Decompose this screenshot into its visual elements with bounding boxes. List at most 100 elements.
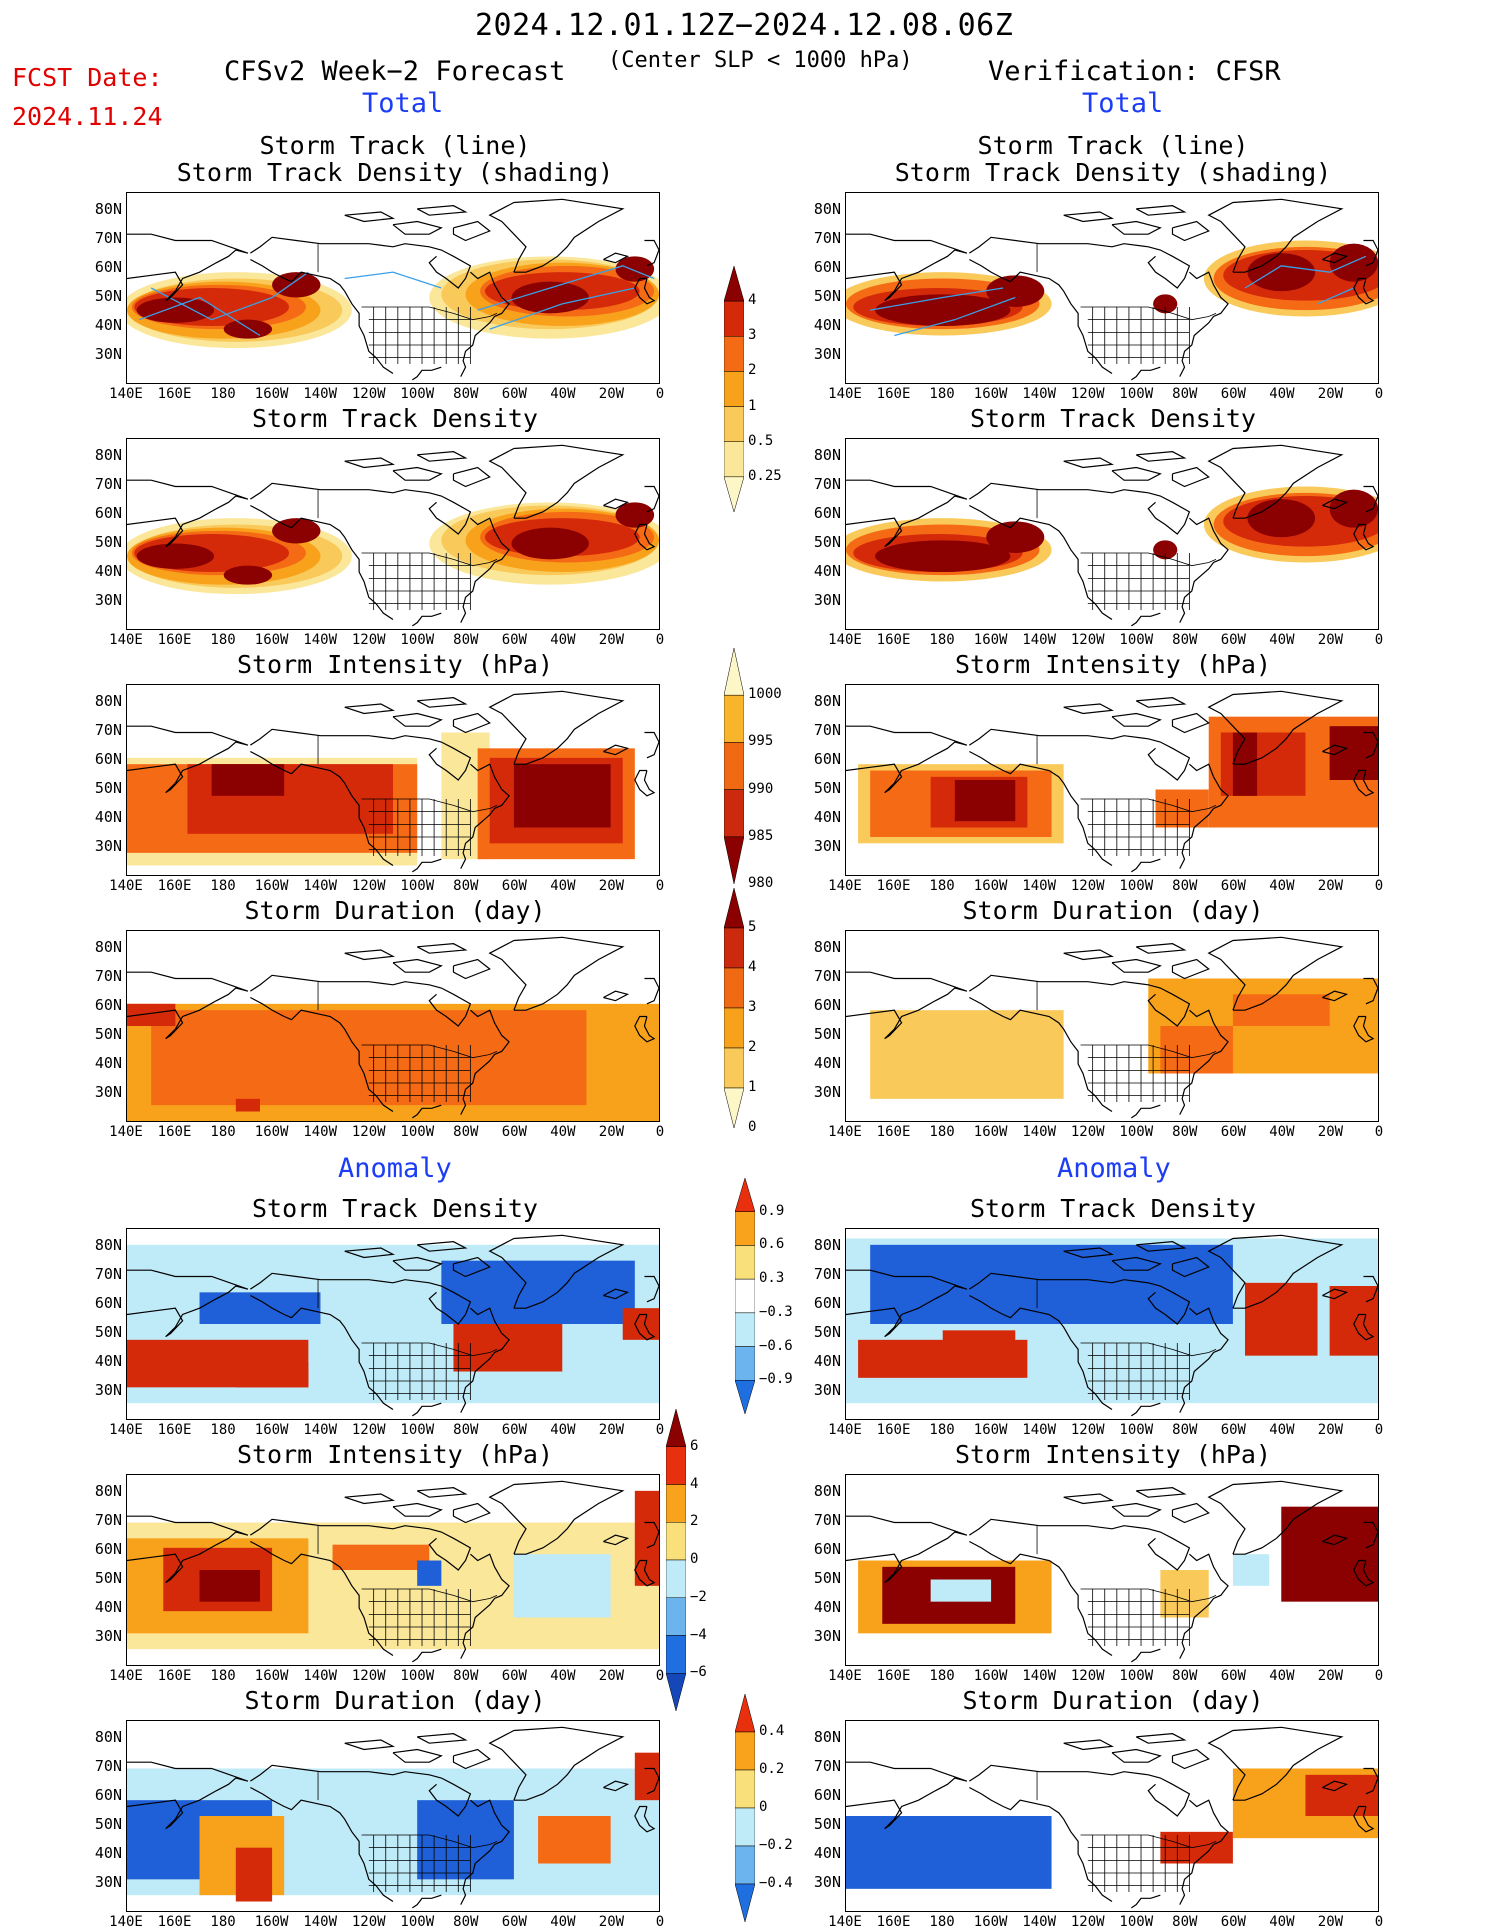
colorbar-label: 4	[748, 959, 757, 975]
lat-label: 40N	[813, 316, 841, 334]
title-duration-right: Storm Duration (day)	[962, 896, 1264, 925]
colorbar-label: 0	[748, 1119, 757, 1135]
lon-label: 80W	[453, 1914, 479, 1930]
lat-label: 50N	[813, 533, 841, 551]
title-track-line-r: Storm Track (line)	[977, 131, 1249, 160]
lat-label: 50N	[813, 287, 841, 305]
lon-label: 0	[655, 1914, 665, 1930]
lon-label: 100W	[1119, 1668, 1154, 1684]
title-track-shading: Storm Track Density (shading)	[176, 158, 614, 187]
lon-label: 20W	[598, 878, 625, 894]
lat-label: 70N	[813, 1511, 841, 1529]
total-label-left: Total	[362, 88, 444, 119]
colorbar-label: 0.25	[748, 467, 782, 484]
title-density-left: Storm Track Density	[252, 404, 538, 433]
lon-label: 180	[210, 1422, 236, 1438]
colorbar-label: −2	[690, 1588, 707, 1605]
lon-label: 160E	[876, 632, 911, 648]
lon-label: 80W	[453, 1124, 479, 1140]
lon-label: 60W	[501, 632, 527, 648]
lon-label: 80W	[453, 878, 479, 894]
lat-label: 60N	[813, 750, 841, 768]
lon-label: 0	[1374, 386, 1384, 402]
map-forecast-track	[126, 192, 660, 384]
fcst-date-block: FCST Date: 2024.11.24	[12, 58, 163, 136]
lat-label: 50N	[813, 779, 841, 797]
map-shading	[846, 936, 1378, 1119]
anomaly-label-right: Anomaly	[1057, 1153, 1171, 1184]
lon-label: 0	[655, 632, 665, 648]
title-track-left: Storm Track (line) Storm Track Density (…	[160, 132, 630, 186]
lon-label: 160W	[973, 1422, 1008, 1438]
lat-label: 80N	[94, 1482, 122, 1500]
map-shading	[127, 1726, 659, 1909]
lon-label: 80W	[1172, 1668, 1198, 1684]
lon-label: 140W	[303, 1668, 338, 1684]
lat-label: 40N	[94, 1844, 122, 1862]
colorbar-density: 4 3 2 1 0.5 0.25	[723, 265, 782, 518]
colorbar-swatches	[723, 265, 745, 513]
lat-label: 70N	[813, 1757, 841, 1775]
lon-label: 120W	[351, 1124, 386, 1140]
lon-label: 40W	[550, 1914, 576, 1930]
colorbar-label: −0.3	[759, 1303, 793, 1320]
map-shading	[127, 936, 659, 1121]
lon-label: 160W	[973, 1914, 1008, 1930]
lon-label: 60W	[1220, 1668, 1246, 1684]
lon-label: 160W	[973, 1124, 1008, 1140]
lon-label: 0	[655, 1422, 665, 1438]
colorbar-label: 0.3	[759, 1270, 785, 1287]
lon-label: 60W	[1220, 386, 1246, 402]
lon-label: 120W	[1070, 1124, 1105, 1140]
lon-label: 140E	[828, 1124, 862, 1140]
lon-label: 0	[1374, 1422, 1384, 1438]
lon-label: 160E	[876, 386, 911, 402]
lon-label: 20W	[598, 1422, 625, 1438]
lon-label: 140E	[828, 878, 862, 894]
lon-label: 160W	[973, 632, 1008, 648]
colorbar-label: 0.2	[759, 1761, 785, 1777]
lat-label: 60N	[813, 1786, 841, 1804]
lat-label: 30N	[813, 837, 841, 855]
lon-label: 140W	[1022, 878, 1057, 894]
colorbar-swatches	[723, 647, 745, 885]
lat-label: 80N	[813, 692, 841, 710]
lon-label: 140W	[303, 1124, 338, 1140]
lat-label: 80N	[94, 1236, 122, 1254]
lon-label: 40W	[550, 1422, 576, 1438]
lon-label: 140W	[1022, 1124, 1057, 1140]
lon-label: 20W	[1317, 878, 1344, 894]
lat-label: 70N	[94, 1511, 122, 1529]
lat-label: 60N	[94, 1786, 122, 1804]
lat-label: 70N	[813, 475, 841, 493]
lon-label: 160W	[254, 1124, 289, 1140]
verification-title: Verification: CFSR	[988, 56, 1281, 87]
lon-label: 20W	[598, 632, 625, 648]
lat-label: 50N	[813, 1569, 841, 1587]
lon-label: 140E	[828, 632, 862, 648]
map-shading	[846, 1234, 1378, 1417]
lon-label: 100W	[1119, 1422, 1154, 1438]
lon-label: 40W	[1269, 878, 1295, 894]
lon-label: 80W	[453, 632, 479, 648]
lat-label: 80N	[813, 1728, 841, 1746]
colorbar-label: 1	[748, 397, 757, 414]
colorbar-label: −6	[690, 1664, 707, 1681]
map-forecast-intensity-anomaly	[126, 1474, 660, 1666]
lat-label: 80N	[813, 1482, 841, 1500]
lat-label: 50N	[813, 1323, 841, 1341]
lon-label: 140E	[109, 1668, 143, 1684]
map-verif-density-anomaly	[845, 1228, 1379, 1420]
map-shading	[127, 444, 659, 627]
lon-label: 80W	[1172, 1124, 1198, 1140]
lon-label: 140W	[303, 1914, 338, 1930]
date-range-title: 2024.12.01.12Z−2024.12.08.06Z	[475, 8, 1014, 43]
lon-label: 180	[210, 878, 236, 894]
lon-label: 160W	[254, 386, 289, 402]
lon-label: 20W	[1317, 632, 1344, 648]
colorbar-label: 2	[748, 362, 757, 379]
lon-label: 160W	[973, 1668, 1008, 1684]
lat-label: 60N	[94, 1540, 122, 1558]
slp-criterion: (Center SLP < 1000 hPa)	[608, 48, 913, 73]
lon-label: 180	[929, 1422, 955, 1438]
